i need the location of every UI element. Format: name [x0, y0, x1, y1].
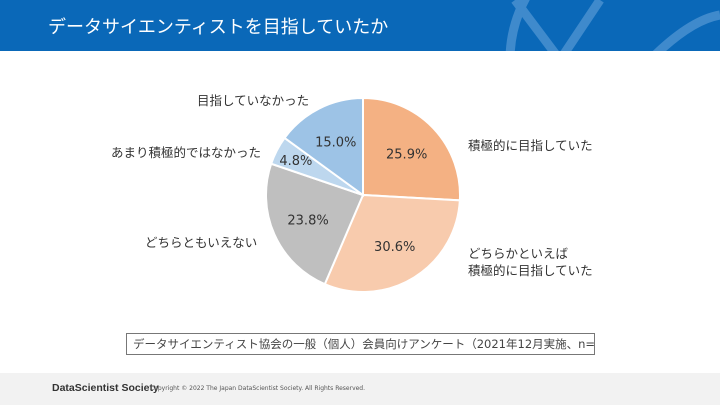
decorative-globe-icon [505, 0, 720, 51]
pie-slice-1 [323, 193, 461, 293]
pie-data-label-3: 4.8% [279, 154, 312, 169]
pie-data-label-1: 30.6% [374, 240, 415, 255]
pie-slice-2 [265, 162, 365, 286]
slice-label-1-line2: 積極的に目指していた [468, 263, 593, 278]
slice-label-1-line1: どちらかといえば [468, 246, 569, 261]
slice-label-0: 積極的に目指していた [468, 138, 593, 153]
slice-label-3: あまり積極的ではなかった [111, 145, 262, 160]
footer: DataScientist Society Copyright © 2022 T… [0, 373, 720, 405]
footer-brand: DataScientist Society [52, 382, 159, 394]
slice-label-2: どちらともいえない [145, 235, 258, 250]
survey-note: データサイエンティスト協会の一般（個人）会員向けアンケート（2021年12月実施… [126, 333, 595, 355]
pie-slice-4 [283, 96, 364, 197]
pie-data-label-2: 23.8% [287, 213, 328, 228]
pie-data-label-4: 15.0% [315, 135, 356, 150]
pie-data-label-0: 25.9% [386, 148, 427, 163]
pie-slice-0 [362, 96, 461, 202]
footer-copyright: Copyright © 2022 The Japan DataScientist… [150, 385, 366, 392]
slice-label-1: どちらかといえば 積極的に目指していた [468, 245, 593, 279]
header-bar: データサイエンティストを目指していたか [0, 0, 720, 51]
slice-label-4: 目指していなかった [197, 93, 310, 108]
page-title: データサイエンティストを目指していたか [48, 17, 389, 38]
